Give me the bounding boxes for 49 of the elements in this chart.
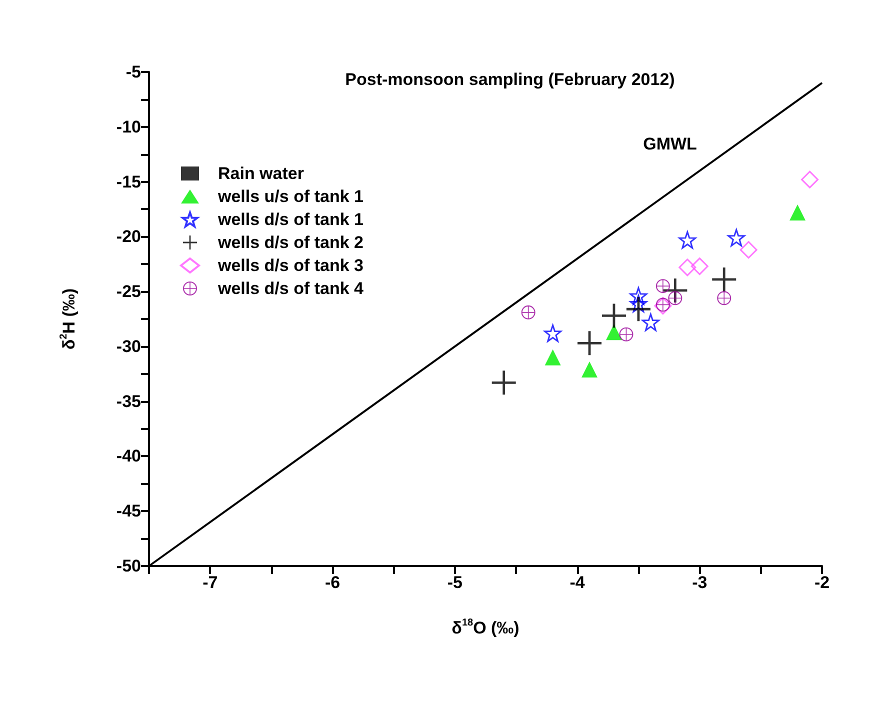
y-tick-label: -45 [116,502,141,521]
point [602,304,626,328]
point [678,258,696,276]
point [630,287,648,305]
point [521,305,536,320]
legend-label: wells d/s of tank 3 [217,256,364,275]
point [626,297,650,322]
x-tick-label: -2 [814,573,830,592]
legend-label: Rain water [218,164,304,183]
point [544,349,561,366]
x-tick-label: -6 [324,573,340,592]
point [544,324,562,342]
chart-title: Post-monsoon sampling (February 2012) [345,70,675,89]
point [690,258,708,276]
x-tick-label: -7 [202,573,218,592]
point [717,291,732,306]
y-tick-label: -15 [116,172,141,192]
annotation: GMWL [643,134,697,154]
y-tick-label: -25 [116,282,141,302]
point [654,297,672,315]
point [656,279,670,294]
y-tick-label: -30 [116,336,141,356]
y-tick-label: -10 [116,117,141,136]
point [582,362,598,378]
point [790,204,806,221]
point [619,327,634,342]
y-tick-label: -5 [126,62,141,82]
legend-label: wells d/s of tank 1 [217,210,364,229]
y-axis-title: δ2H (‰) [58,288,78,350]
legend-label: wells u/s of tank 1 [217,187,364,206]
y-tick-label: -50 [116,556,141,576]
y-tick-label: -35 [116,392,141,411]
point [740,241,758,259]
point [578,331,602,356]
x-tick-label: -4 [570,573,586,592]
point [728,229,746,247]
point [668,291,682,306]
point [712,267,736,292]
legend-label: wells d/s of tank 2 [217,233,364,252]
point [642,314,660,332]
x-tick-label: -3 [692,573,708,592]
legend-label: wells d/s of tank 4 [217,279,364,298]
y-tick-label: -40 [116,446,141,466]
point [606,324,622,340]
y-tick-label: -20 [116,227,141,246]
point [801,170,819,188]
point [492,370,516,395]
x-tick-label: -5 [447,573,462,592]
point [678,231,696,249]
